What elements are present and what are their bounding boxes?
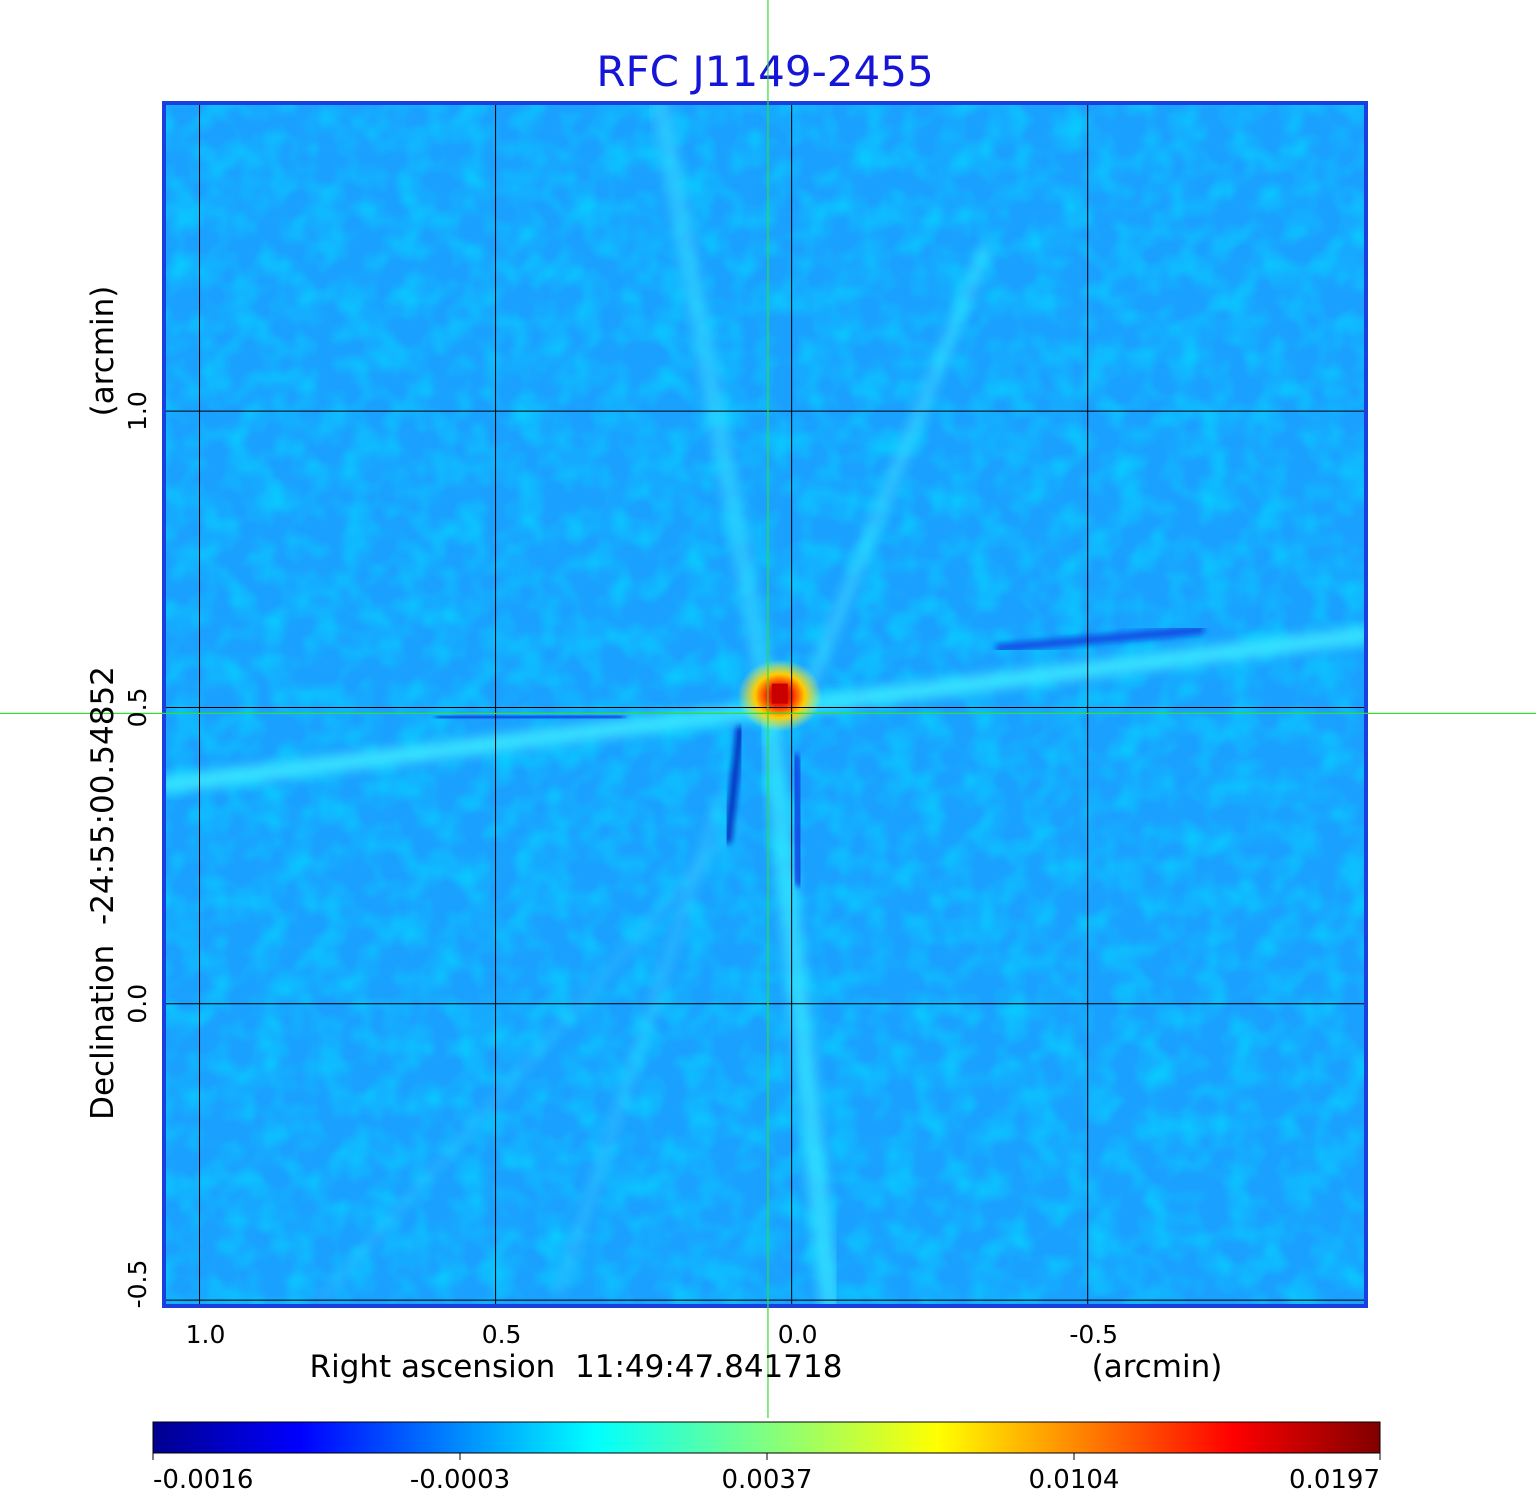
sidelobe-streak — [555, 795, 725, 1295]
colorbar-tick-labels: -0.0016 -0.0003 0.0037 0.0104 0.0197 — [152, 1453, 1381, 1495]
x-tick-label: 0.5 — [482, 1320, 522, 1349]
sidelobe-streak — [316, 816, 744, 1304]
y-tick-label: 0.5 — [123, 688, 152, 728]
coordinate-grid — [164, 103, 1366, 1306]
y-axis-unit: (arcmin) — [85, 286, 121, 417]
colorbar-tick-label: 0.0104 — [1029, 1465, 1120, 1495]
colorbar — [152, 1421, 1381, 1454]
sidelobe-streak — [806, 244, 991, 686]
plot-frame — [162, 101, 1368, 1308]
x-tick-label: 0.0 — [778, 1320, 818, 1349]
y-tick-label: 0.0 — [123, 984, 152, 1024]
x-tick-labels: 1.0 0.5 0.0 -0.5 — [186, 1320, 1118, 1349]
y-tick-label: 1.0 — [123, 391, 152, 431]
colorbar-tick-label: -0.0016 — [153, 1465, 253, 1495]
x-tick-label: -0.5 — [1069, 1320, 1118, 1349]
peak-core — [771, 683, 788, 704]
source-peak — [737, 659, 822, 732]
sidelobe-streak — [651, 103, 777, 709]
negative-feature — [724, 726, 744, 844]
intensity-map — [164, 103, 1366, 1306]
colorbar-tick-label: -0.0003 — [410, 1465, 510, 1495]
sidelobe-streak — [758, 690, 840, 1306]
x-tick-label: 1.0 — [186, 1320, 226, 1349]
negative-feature — [995, 625, 1205, 653]
negative-feature — [435, 711, 625, 723]
colorbar-tick-label: 0.0197 — [1289, 1465, 1380, 1495]
x-axis-unit: (arcmin) — [1092, 1349, 1223, 1385]
y-axis-label: Declination -24:55:00.54852 — [85, 666, 121, 1120]
crosshair — [0, 0, 1536, 1418]
colorbar-tick-label: 0.0037 — [722, 1465, 813, 1495]
y-tick-label: -0.5 — [123, 1260, 152, 1309]
x-axis-label: Right ascension 11:49:47.841718 — [310, 1349, 843, 1385]
y-tick-labels: -0.5 0.0 0.5 1.0 — [123, 391, 152, 1308]
chart-title: RFC J1149-2455 — [596, 47, 933, 96]
negative-feature — [788, 753, 807, 887]
